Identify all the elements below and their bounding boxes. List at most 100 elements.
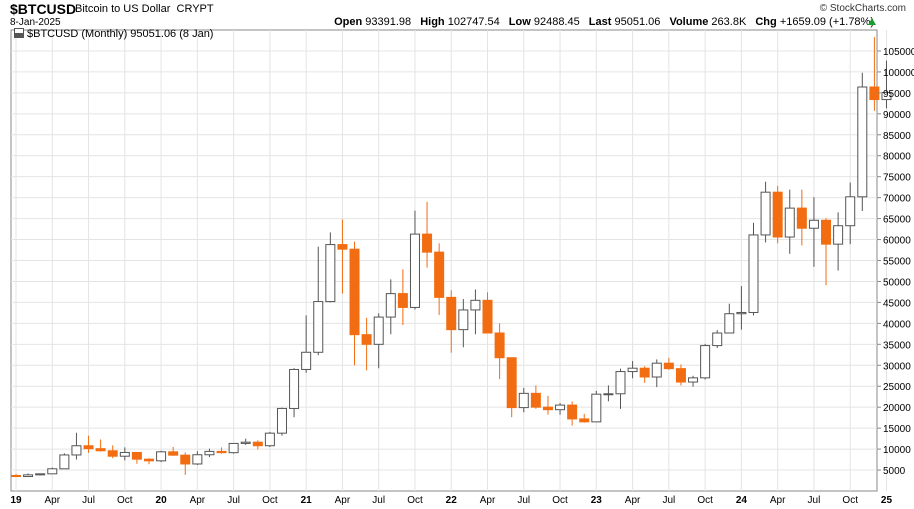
change-up-arrow-icon [868,18,876,25]
exchange-label: CRYPT [176,3,214,15]
candle-body [168,451,179,456]
chg-value: +1659.09 (+1.78%) [779,16,874,28]
candle-body [518,392,529,409]
candle-body [71,445,82,456]
y-tick-label: 25000 [883,382,911,393]
candle-body [494,332,505,359]
candle-body [422,233,433,253]
candle-body [107,450,118,457]
candle-body [808,219,819,229]
chart-legend: $BTCUSD (Monthly) 95051.06 (8 Jan) [14,28,213,40]
candle-body [482,299,493,334]
y-tick-label: 5000 [883,466,906,477]
candle-body [639,367,650,378]
instrument-name: Bitcoin to US Dollar CRYPT [75,3,214,15]
candle-body [289,368,300,409]
y-tick-label: 60000 [883,236,911,247]
brand-watermark: © StockCharts.com [819,3,906,14]
candle-body [772,191,783,238]
candle-body [373,316,384,345]
candle-body [845,196,856,227]
candle-body [542,406,553,411]
candle-body [216,450,227,454]
low-label: Low [508,16,531,28]
candle-body [555,404,566,411]
y-tick-label: 15000 [883,424,911,435]
y-tick-label: 95000 [883,89,911,100]
y-axis: 5000 10000 15000 20000 25000 30000 35000 40000 4… [877,47,914,477]
candle-body [301,351,312,370]
last-label: Last [588,16,612,28]
x-tick-label: Oct [842,495,858,506]
candle-body [627,367,638,373]
candle-body [506,357,517,409]
candle-body [325,244,336,303]
x-tick-label: Apr [625,495,641,506]
candle-body [143,458,154,462]
x-tick-label: Oct [117,495,133,506]
x-tick-label: 25 [881,495,893,506]
candle-body [796,207,807,229]
candle-body [530,392,541,408]
volume-value: 263.8K [711,16,747,28]
y-tick-label: 75000 [883,173,911,184]
y-tick-label: 55000 [883,257,911,268]
y-tick-label: 65000 [883,215,911,226]
candle-body [712,332,723,347]
instrument-full-name: Bitcoin to US Dollar [75,3,171,15]
candle-body [567,404,578,420]
y-tick-label: 40000 [883,319,911,330]
candle-body [228,442,239,454]
candle-body [470,299,481,311]
x-tick-label: Apr [335,495,351,506]
candle-body [446,296,457,331]
chg-label: Chg [755,16,777,28]
x-tick-label: Jul [372,495,385,506]
candle-body [675,368,686,383]
x-tick-label: 24 [736,495,748,506]
x-tick-label: 21 [301,495,313,506]
legend-text: $BTCUSD (Monthly) 95051.06 (8 Jan) [27,28,214,40]
candle-body [59,454,70,470]
candle-body [615,371,626,395]
x-tick-label: 22 [446,495,458,506]
y-tick-label: 90000 [883,110,911,121]
high-value: 102747.54 [447,16,500,28]
x-tick-label: Apr [44,495,60,506]
last-value: 95051.06 [614,16,661,28]
candle-body [95,448,106,452]
candle-body [409,233,420,308]
x-tick-label: Oct [407,495,423,506]
candle-body [881,91,892,101]
volume-label: Volume [669,16,709,28]
candle-body [591,393,602,423]
x-tick-label: Apr [190,495,206,506]
quote-stats: Open 93391.98 High 102747.54 Low 92488.4… [334,16,874,28]
candle-body [349,248,360,336]
candle-body [397,293,408,308]
y-tick-label: 85000 [883,131,911,142]
x-tick-label: Oct [262,495,278,506]
candles [11,37,892,478]
x-axis: 19 Apr Jul Oct 20 Apr Jul Oct 21 Apr Jul Oct 22 Apr Ju… [10,495,892,506]
candle-body [663,362,674,370]
y-tick-label: 30000 [883,361,911,372]
x-tick-label: Jul [82,495,95,506]
candle-body [748,234,759,313]
candle-body [700,345,711,379]
candle-body [264,432,275,447]
candle-body [724,313,735,334]
ticker-symbol: $BTCUSD [10,1,77,17]
y-tick-label: 10000 [883,445,911,456]
candle-body [11,474,21,478]
candle-body [156,451,167,462]
candle-body [688,377,699,383]
candle-body [385,293,396,318]
candle-body [833,225,844,245]
quote-date: 8-Jan-2025 [10,17,61,28]
candle-body [434,251,445,298]
y-tick-label: 70000 [883,194,911,205]
candle-body [361,334,372,345]
candle-body [192,454,203,465]
x-tick-label: Jul [662,495,675,506]
